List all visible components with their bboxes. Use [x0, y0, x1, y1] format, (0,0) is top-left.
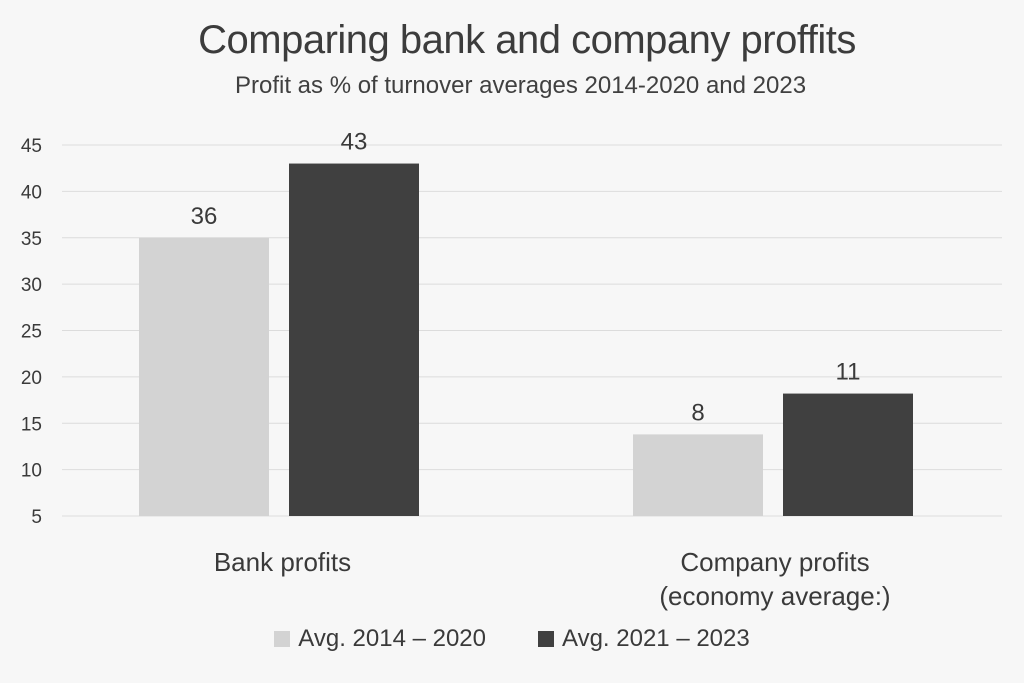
bar-company-series-1 — [783, 393, 913, 516]
y-tick-label: 35 — [21, 229, 42, 250]
y-tick-label: 15 — [21, 414, 42, 435]
y-tick-label: 10 — [21, 461, 42, 482]
legend-label: Avg. 2021 – 2023 — [562, 625, 750, 652]
data-label: 36 — [191, 203, 218, 230]
legend-swatch-dark — [538, 631, 554, 647]
data-labels: 36 43 8 11 — [191, 129, 861, 427]
data-label: 11 — [836, 359, 861, 386]
legend-swatch-light — [274, 631, 291, 647]
y-tick-label: 40 — [21, 182, 42, 203]
legend-item-2014-2020: Avg. 2014 – 2020 — [274, 625, 486, 653]
y-tick-label: 20 — [21, 368, 42, 389]
y-tick-label: 5 — [31, 507, 42, 528]
y-tick-label: 30 — [21, 275, 42, 296]
bars — [139, 163, 913, 517]
category-label-company-profits: Company profits (economy average:) — [659, 547, 891, 611]
legend-item-2021-2023: Avg. 2021 – 2023 — [538, 625, 750, 653]
category-label-bank-profits: Bank profits — [213, 547, 352, 577]
data-label: 43 — [341, 129, 368, 156]
bar-company-series-0 — [633, 434, 763, 516]
chart-subtitle: Profit as % of turnover averages 2014-20… — [235, 72, 807, 99]
y-tick-label: 25 — [21, 322, 42, 343]
y-axis-ticks: 5 10 15 20 25 30 35 40 45 — [21, 136, 42, 528]
bar-bank-series-1 — [289, 163, 419, 517]
data-label: 8 — [691, 399, 704, 426]
legend-label: Avg. 2014 – 2020 — [298, 625, 486, 652]
chart-legend: Avg. 2014 – 2020 Avg. 2021 – 2023 — [0, 625, 1024, 653]
chart-title: Comparing bank and company proffits — [198, 18, 856, 62]
y-tick-label: 45 — [21, 136, 42, 157]
bar-bank-series-0 — [139, 237, 269, 516]
